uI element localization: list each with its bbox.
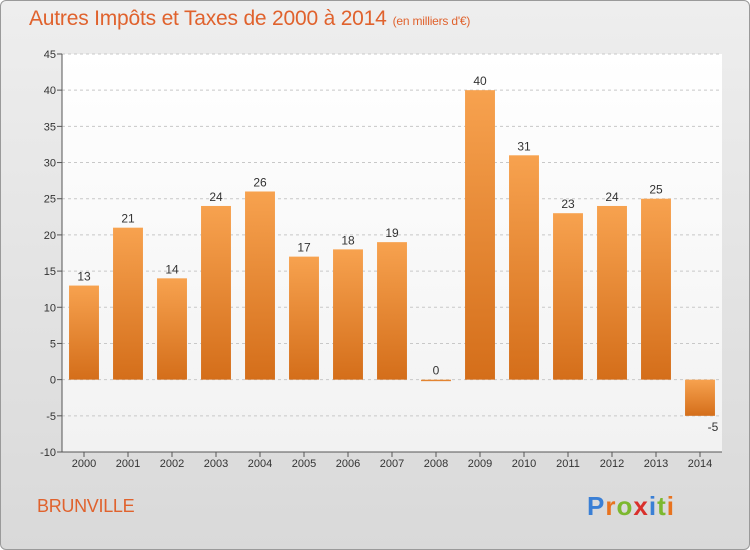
chart-title: Autres Impôts et Taxes de 2000 à 2014 (en… [29, 7, 470, 31]
y-tick-label: 5 [50, 338, 56, 350]
bar [289, 256, 319, 380]
x-tick-label: 2014 [688, 458, 712, 470]
bar [597, 205, 627, 380]
x-tick-label: 2006 [336, 458, 360, 470]
y-tick-label: 45 [44, 49, 56, 61]
x-tick-label: 2005 [292, 458, 316, 470]
data-label: 25 [649, 183, 663, 197]
bar [245, 191, 275, 380]
x-tick-label: 2001 [116, 458, 140, 470]
bar [69, 285, 99, 380]
data-label: 31 [517, 139, 531, 153]
data-label: 24 [605, 190, 619, 204]
x-tick-label: 2002 [160, 458, 184, 470]
data-label: -5 [708, 420, 719, 434]
logo-letter: i [648, 491, 658, 521]
logo-letter: o [616, 491, 634, 521]
bar [421, 379, 451, 382]
logo-letter: i [666, 491, 675, 521]
x-tick-label: 2000 [72, 458, 96, 470]
data-label: 18 [341, 233, 355, 247]
y-tick-label: 40 [44, 85, 56, 97]
x-tick-label: 2004 [248, 458, 272, 470]
y-tick-label: 25 [44, 194, 56, 206]
y-tick-label: 30 [44, 158, 56, 170]
data-label: 13 [77, 270, 91, 284]
logo-letter: P [587, 491, 606, 521]
x-tick-label: 2009 [468, 458, 492, 470]
y-tick-label: 15 [44, 266, 56, 278]
x-tick-label: 2008 [424, 458, 448, 470]
x-tick-label: 2013 [644, 458, 668, 470]
x-tick-label: 2003 [204, 458, 228, 470]
title-text: Autres Impôts et Taxes de 2000 à 2014 [29, 7, 387, 30]
bar [333, 249, 363, 380]
data-label: 17 [297, 241, 311, 255]
data-label: 26 [253, 175, 267, 189]
bar [157, 278, 187, 380]
y-tick-label: -10 [40, 447, 56, 459]
data-label: 21 [121, 212, 135, 226]
logo-letter: r [605, 491, 617, 521]
logo-letter: x [633, 491, 649, 521]
bar [201, 205, 231, 380]
data-label: 24 [209, 190, 223, 204]
logo-letter: t [657, 491, 667, 521]
x-tick-label: 2011 [556, 458, 580, 470]
data-label: 40 [473, 74, 487, 88]
bar [553, 213, 583, 380]
data-label: 0 [433, 364, 440, 378]
y-tick-label: 10 [44, 302, 56, 314]
data-label: 14 [165, 262, 179, 276]
data-label: 19 [385, 226, 399, 240]
bar [377, 242, 407, 380]
y-tick-label: 20 [44, 230, 56, 242]
y-tick-label: 0 [50, 375, 56, 387]
commune-name: BRUNVILLE [37, 496, 135, 516]
data-label: 23 [561, 197, 575, 211]
x-tick-label: 2007 [380, 458, 404, 470]
bar [685, 379, 715, 416]
proxiti-logo: Proxiti [587, 491, 675, 522]
bar [509, 155, 539, 380]
bar [465, 90, 495, 380]
y-tick-label: 35 [44, 121, 56, 133]
x-tick-label: 2010 [512, 458, 536, 470]
bar [113, 227, 143, 380]
x-tick-label: 2012 [600, 458, 624, 470]
bar [641, 198, 671, 380]
chart-subtitle: (en milliers d'€) [392, 14, 471, 28]
y-tick-label: -5 [46, 411, 56, 423]
